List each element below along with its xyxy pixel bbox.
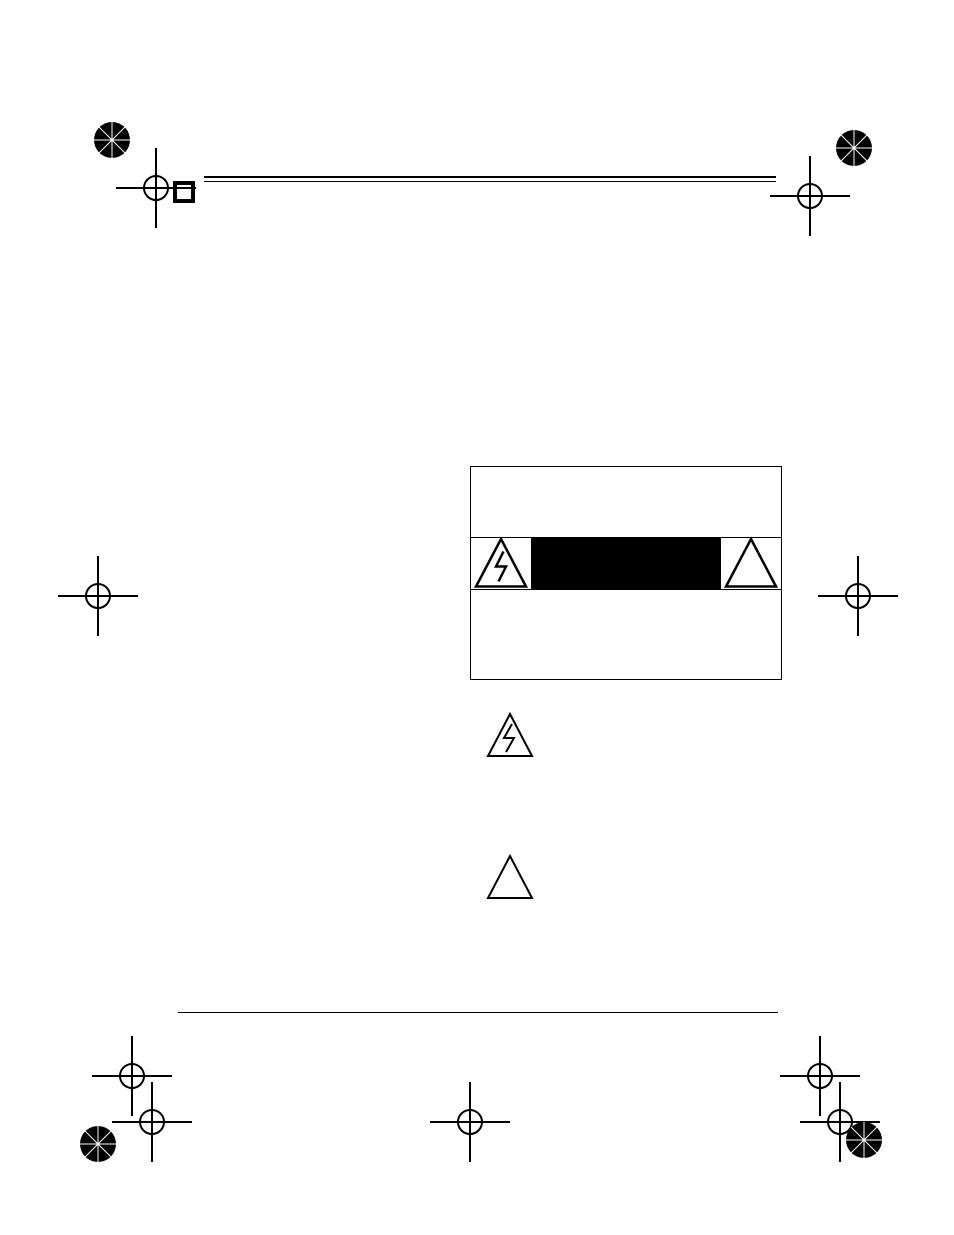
crosshair-icon xyxy=(58,556,138,636)
header-rule-top xyxy=(204,176,776,178)
caution-box xyxy=(470,466,782,680)
caution-header-label xyxy=(531,538,721,589)
exclamation-triangle-icon xyxy=(486,854,534,902)
lightning-triangle-icon xyxy=(471,538,531,589)
wheel-icon xyxy=(824,1100,904,1180)
crosshair-icon xyxy=(770,156,850,236)
crosshair-icon xyxy=(818,556,898,636)
header-rule-bottom xyxy=(204,181,776,182)
caution-brand-panel xyxy=(470,466,782,538)
document-page xyxy=(0,0,954,1235)
wheel-icon xyxy=(58,1104,138,1184)
caution-body-panel xyxy=(470,590,782,680)
square-icon xyxy=(172,180,196,204)
lightning-triangle-icon xyxy=(486,712,534,760)
caution-header xyxy=(470,538,782,590)
crosshair-icon xyxy=(430,1082,510,1162)
footer-rule xyxy=(178,1012,778,1013)
exclamation-triangle-icon xyxy=(721,538,781,589)
